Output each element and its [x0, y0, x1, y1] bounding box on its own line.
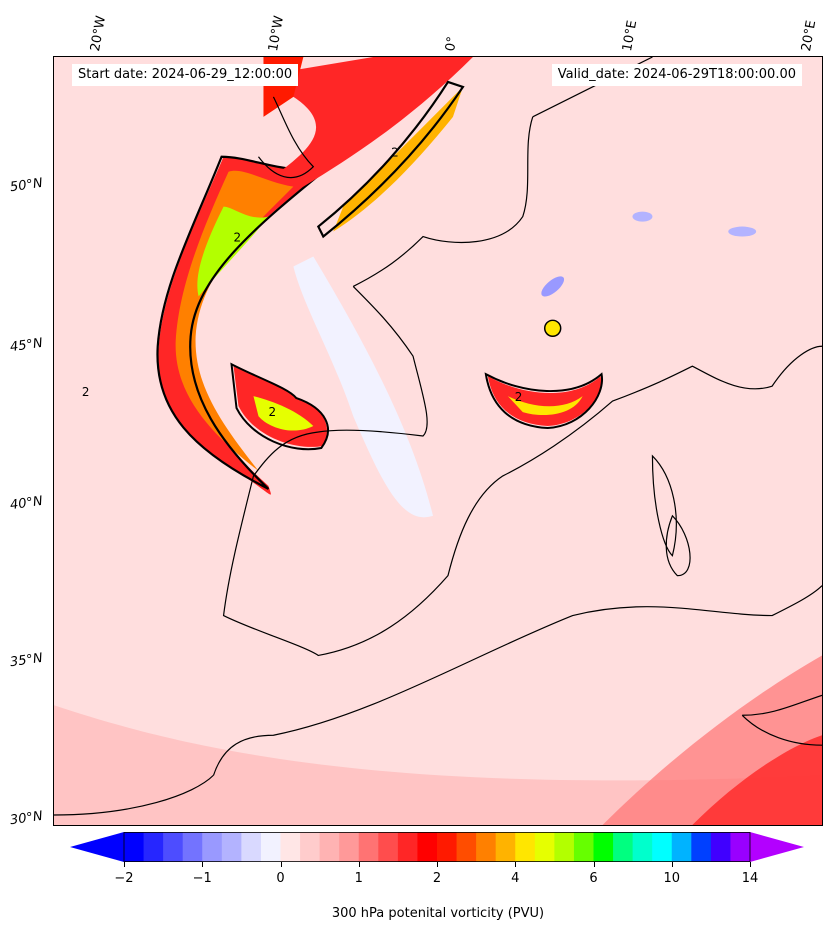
colorbar-tick: [124, 862, 125, 867]
colorbar-tick: [358, 862, 360, 867]
colorbar-cell: [260, 832, 281, 862]
lon-label-10e: 10°E: [620, 19, 641, 53]
colorbar-cell: [495, 832, 516, 862]
colorbar-cell: [182, 832, 203, 862]
colorbar-tick: [202, 862, 204, 867]
colorbar-cell: [221, 832, 242, 862]
colorbar-tick-label: 0: [276, 871, 285, 886]
colorbar-cell: [163, 832, 184, 862]
se-core: [692, 735, 822, 825]
coastlines: [54, 57, 822, 816]
lat-label-50n: 50°N: [9, 175, 44, 196]
colorbar-cell: [476, 832, 497, 862]
colorbar-cell: [710, 832, 731, 862]
colorbar-cell: [300, 832, 321, 862]
colorbar-cell: [417, 832, 438, 862]
colorbar-tick: [515, 862, 517, 867]
colorbar-tick-label: 2: [432, 871, 442, 886]
colorbar-cell: [632, 832, 653, 862]
lon-label-10w: 10°W: [266, 14, 288, 53]
pv-north-band: [253, 57, 473, 187]
start-date-label: Start date: 2024-06-29_12:00:00: [72, 64, 299, 86]
colorbar-cell: [124, 832, 145, 862]
pv-streamer-west-core: [175, 170, 294, 471]
lon-label-20e: 20°E: [799, 19, 820, 53]
colorbar-tick: [437, 862, 438, 867]
colorbar-cell: [339, 832, 360, 862]
lat-label-35n: 35°N: [9, 650, 44, 671]
contour-label: 2: [268, 405, 276, 419]
colorbar-tick: [750, 862, 751, 867]
colorbar-cell: [652, 832, 673, 862]
colorbar-tick-label: −2: [114, 871, 134, 886]
colorbar-tick: [671, 862, 673, 867]
colorbar-tick-label: −1: [192, 871, 212, 886]
colorbar-cell: [554, 832, 575, 862]
contour-label: 2: [391, 146, 399, 160]
contour-label: 2: [515, 390, 523, 404]
colorbar-title: 300 hPa potenital vorticity (PVU): [331, 906, 545, 921]
lon-label-0: 0°: [443, 35, 461, 53]
colorbar-cell: [593, 832, 614, 862]
blue-blob-3: [728, 226, 757, 237]
colorbar-tick: [280, 862, 282, 867]
colorbar-cell: [280, 832, 301, 862]
colorbar-cell: [378, 832, 399, 862]
blue-blob-1: [541, 276, 565, 297]
map-panel: 2 2 2 2 2: [53, 56, 823, 826]
pv-gulf-lion: [487, 376, 602, 427]
colorbar-cell: [319, 832, 340, 862]
colorbar-cell: [397, 832, 418, 862]
contour-2-iberia: [230, 362, 329, 451]
colorbar-tick: [593, 862, 595, 867]
colorbar-tick-label: 6: [589, 871, 598, 886]
contour-2-north: [316, 80, 465, 239]
colorbar-cell: [691, 832, 712, 862]
lat-label-30n: 30°N: [9, 808, 44, 829]
colorbar-tick-label: 1: [354, 871, 363, 886]
colorbar-cell: [671, 832, 692, 862]
colorbar-cells: [124, 832, 751, 862]
colorbar-cell: [358, 832, 379, 862]
valid-date-label: Valid_date: 2024-06-29T18:00:00.00: [551, 64, 802, 86]
contour-2-small: [543, 319, 562, 338]
colorbar-cell: [730, 832, 751, 862]
lon-label-20w: 20°W: [88, 14, 110, 53]
pink-field: [54, 57, 822, 825]
colorbar-cell: [437, 832, 458, 862]
lat-label-45n: 45°N: [9, 335, 44, 356]
colorbar-under-arrow: [70, 832, 124, 862]
pv-gulf-lion-core: [507, 396, 583, 416]
contour-label: 2: [82, 385, 90, 399]
colorbar-over-arrow: [750, 832, 804, 862]
colorbar: [70, 832, 804, 862]
colorbar-cell: [456, 832, 477, 862]
pale-band: [293, 256, 434, 518]
pv-north-band-core: [333, 86, 463, 232]
colorbar-tick-label: 4: [511, 871, 520, 886]
colorbar-cell: [573, 832, 594, 862]
pv-map: 2 2 2 2 2: [54, 57, 822, 825]
colorbar-cell: [241, 832, 262, 862]
colorbar-tick-label: 10: [663, 871, 681, 886]
colorbar-cell: [613, 832, 634, 862]
colorbar-cell: [515, 832, 536, 862]
lat-label-40n: 40°N: [9, 493, 44, 514]
colorbar-cell: [143, 832, 164, 862]
contour-label: 2: [234, 231, 242, 245]
contour-2-gulf-lion: [484, 372, 603, 430]
blue-blob-2: [632, 211, 653, 222]
colorbar-tick-label: 14: [741, 871, 759, 886]
southern-band: [54, 705, 822, 825]
colorbar-cell: [534, 832, 555, 862]
colorbar-frame: [123, 832, 751, 862]
pv-iberia-core: [253, 396, 314, 431]
colorbar-cell: [202, 832, 223, 862]
